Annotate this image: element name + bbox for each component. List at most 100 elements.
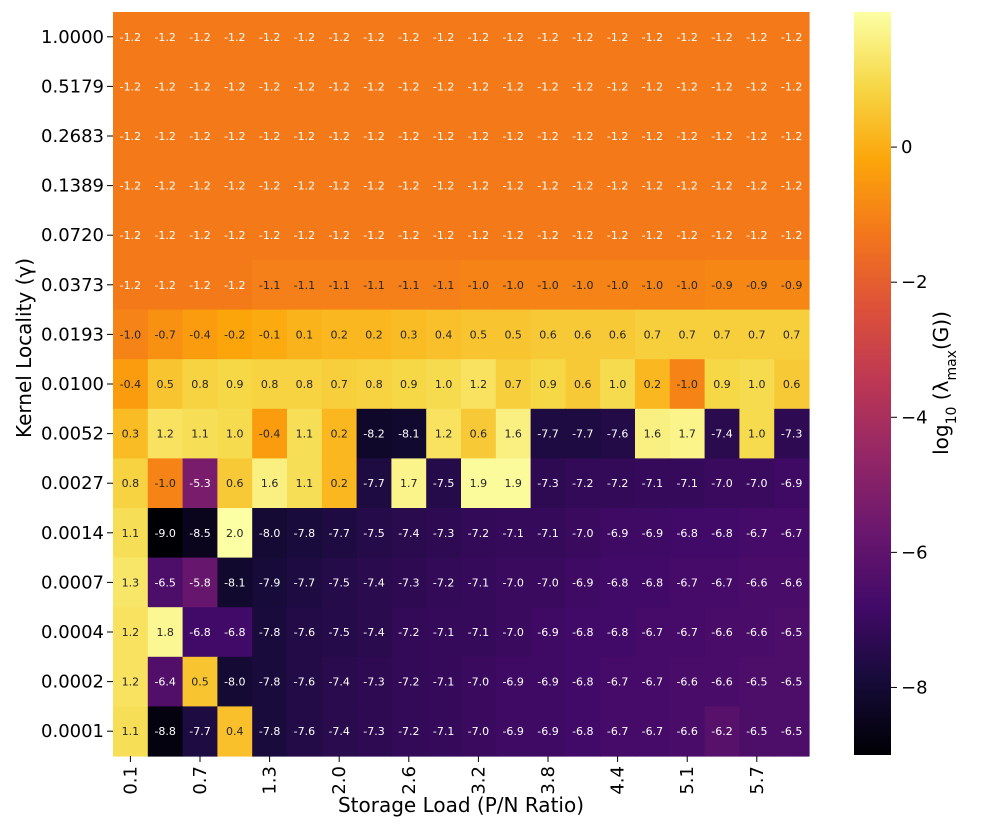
cell-value-label: 0.7 xyxy=(330,378,348,391)
cell-value-label: -7.0 xyxy=(502,626,523,639)
x-tick-label: 3.8 xyxy=(538,766,559,795)
colorbar-ticks: 0 −2 −4 −6 −8 xyxy=(891,137,928,698)
heatmap-cell xyxy=(495,706,532,757)
heatmap-cell xyxy=(704,210,740,261)
heatmap-cell xyxy=(391,12,427,63)
heatmap-cell xyxy=(739,408,775,459)
cell-value-label: 1.0 xyxy=(748,378,766,391)
heatmap-cell xyxy=(113,706,149,757)
heatmap-cell xyxy=(600,458,636,509)
cell-value-label: -7.3 xyxy=(363,725,384,738)
cell-value-label: -1.2 xyxy=(746,180,767,193)
heatmap-cell xyxy=(147,656,184,707)
heatmap-cell xyxy=(252,557,288,608)
cell-value-label: -1.2 xyxy=(537,130,558,143)
heatmap-cell xyxy=(147,61,184,112)
heatmap-cell xyxy=(356,111,392,162)
heatmap-cell xyxy=(321,260,358,311)
heatmap-cell xyxy=(321,706,358,757)
cell-value-label: -6.8 xyxy=(572,725,593,738)
cell-value-label: 0.3 xyxy=(400,328,418,341)
cell-value-label: 1.7 xyxy=(678,428,696,441)
heatmap-cell xyxy=(287,408,323,459)
heatmap-cell xyxy=(635,607,671,658)
cell-value-label: -1.2 xyxy=(189,180,210,193)
heatmap-cell xyxy=(252,160,288,211)
cell-value-label: -1.2 xyxy=(189,130,210,143)
heatmap-cell xyxy=(565,111,601,162)
cell-value-label: -7.7 xyxy=(537,428,558,441)
heatmap-cell xyxy=(739,706,775,757)
cell-value-label: -1.2 xyxy=(120,80,141,93)
heatmap-cell xyxy=(635,508,671,559)
x-tick-label: 3.2 xyxy=(468,766,489,795)
heatmap-cell xyxy=(600,557,636,608)
heatmap-cell xyxy=(600,607,636,658)
cell-value-label: 2.0 xyxy=(226,527,244,540)
cell-value-label: -1.0 xyxy=(676,279,697,292)
heatmap-cell xyxy=(252,656,288,707)
heatmap-cell xyxy=(252,260,288,311)
cell-value-label: -1.2 xyxy=(642,180,663,193)
cell-value-label: 1.1 xyxy=(122,527,140,540)
heatmap-cell xyxy=(704,260,740,311)
heatmap-cell xyxy=(252,309,288,360)
heatmap-cell xyxy=(565,607,601,658)
cell-value-label: -1.2 xyxy=(607,229,628,242)
cell-value-label: -1.2 xyxy=(328,80,349,93)
heatmap-cell xyxy=(635,61,671,112)
cell-value-label: -6.7 xyxy=(607,676,628,689)
cell-value-label: -1.2 xyxy=(259,229,280,242)
heatmap-cell xyxy=(739,61,775,112)
cell-value-label: -7.7 xyxy=(294,576,315,589)
heatmap-cell xyxy=(669,210,706,261)
heatmap-cell xyxy=(600,111,636,162)
colorbar-tick-label: −4 xyxy=(901,407,928,428)
cell-value-label: -7.0 xyxy=(572,527,593,540)
cell-value-label: -1.0 xyxy=(607,279,628,292)
colorbar-gradient xyxy=(854,12,891,755)
heatmap-cell xyxy=(391,61,427,112)
colorbar-tick-label: −6 xyxy=(901,542,928,563)
cell-value-label: -1.2 xyxy=(328,130,349,143)
heatmap-cell xyxy=(495,61,532,112)
cell-value-label: 0.2 xyxy=(644,378,662,391)
heatmap-cell xyxy=(147,557,184,608)
heatmap-cell xyxy=(182,309,218,360)
cell-value-label: -1.2 xyxy=(607,130,628,143)
heatmap-cell xyxy=(530,557,566,608)
heatmap-cell xyxy=(774,656,810,707)
y-tick-label: 0.0193 xyxy=(41,324,104,345)
cell-value-label: -7.8 xyxy=(259,676,280,689)
cell-value-label: 1.0 xyxy=(435,378,453,391)
cell-value-label: -7.4 xyxy=(363,576,384,589)
heatmap-cell xyxy=(217,160,253,211)
y-tick-label: 0.0004 xyxy=(41,622,104,643)
heatmap-cell xyxy=(356,607,392,658)
heatmap-cell xyxy=(565,656,601,707)
cell-value-label: -6.5 xyxy=(746,676,767,689)
cell-value-label: -6.2 xyxy=(711,725,732,738)
heatmap-cell xyxy=(530,210,566,261)
cell-value-label: 0.4 xyxy=(435,328,453,341)
heatmap-cell xyxy=(565,508,601,559)
heatmap-cell xyxy=(426,607,462,658)
heatmap-cell xyxy=(495,408,532,459)
cell-value-label: 1.9 xyxy=(504,477,522,490)
heatmap-cell xyxy=(774,12,810,63)
heatmap-cell xyxy=(113,160,149,211)
cell-value-label: -7.4 xyxy=(711,428,732,441)
heatmap-cell xyxy=(669,12,706,63)
heatmap-cell xyxy=(113,458,149,509)
heatmap-cell xyxy=(600,359,636,410)
heatmap-cell xyxy=(635,359,671,410)
heatmap-cell xyxy=(217,260,253,311)
heatmap-cell xyxy=(669,309,706,360)
cell-value-label: -7.5 xyxy=(433,477,454,490)
cell-value-label: -7.6 xyxy=(294,725,315,738)
heatmap-cell xyxy=(182,111,218,162)
cell-value-label: -6.7 xyxy=(607,725,628,738)
y-tick-label: 0.0027 xyxy=(41,473,104,494)
heatmap-cell xyxy=(669,656,706,707)
heatmap-cell xyxy=(704,458,740,509)
